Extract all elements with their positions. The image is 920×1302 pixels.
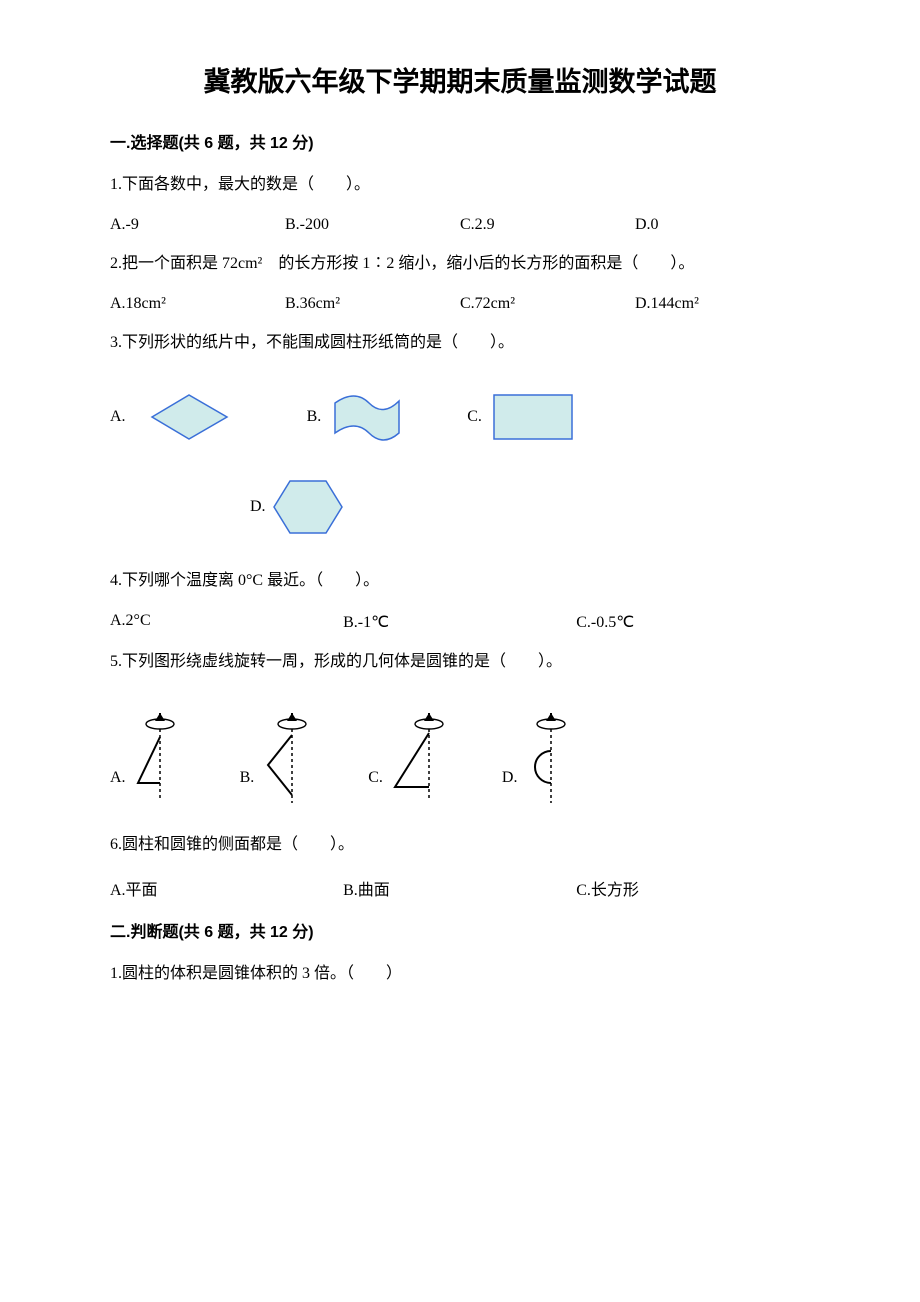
- rhombus-icon: [132, 387, 247, 447]
- q2-opt-b: B.36cm²: [285, 295, 460, 313]
- q4-opt-a: A.2°C: [110, 612, 343, 632]
- q5-opt-d: D.: [502, 711, 577, 811]
- q6-opt-c: C.长方形: [576, 876, 809, 900]
- rotate-shape-d-icon: [521, 711, 576, 811]
- exam-page: 冀教版六年级下学期期末质量监测数学试题 一.选择题(共 6 题，共 12 分) …: [0, 0, 920, 1302]
- q1-options: A.-9 B.-200 C.2.9 D.0: [110, 216, 810, 234]
- q3-options-row2: D.: [250, 471, 810, 543]
- q3-options-row1: A. B. C.: [110, 387, 810, 461]
- q4-opt-b: B.-1℃: [343, 612, 576, 632]
- q1-text: 1.下面各数中，最大的数是（ ）。: [110, 171, 810, 200]
- q1-opt-d: D.0: [635, 216, 810, 234]
- page-title: 冀教版六年级下学期期末质量监测数学试题: [110, 60, 810, 99]
- q2-opt-a: A.18cm²: [110, 295, 285, 313]
- q1-opt-c: C.2.9: [460, 216, 635, 234]
- q2-text: 2.把一个面积是 72cm² 的长方形按 1∶2 缩小，缩小后的长方形的面积是（…: [110, 250, 810, 279]
- rotate-shape-c-icon: [387, 711, 452, 811]
- q3-opt-b: B.: [307, 389, 408, 445]
- q3-opt-c-label: C.: [467, 408, 482, 426]
- q6-opt-b: B.曲面: [343, 876, 576, 900]
- q5-opt-a-label: A.: [110, 769, 126, 811]
- q5-text: 5.下列图形绕虚线旋转一周，形成的几何体是圆锥的是（ ）。: [110, 648, 810, 677]
- q6-options: A.平面 B.曲面 C.长方形: [110, 876, 810, 900]
- rotate-shape-a-icon: [130, 711, 190, 811]
- q5-options: A. B. C.: [110, 711, 810, 811]
- q4-opt-c: C.-0.5℃: [576, 612, 809, 632]
- q3-opt-c: C.: [467, 389, 578, 445]
- q1-opt-b: B.-200: [285, 216, 460, 234]
- q5-opt-c-label: C.: [368, 769, 383, 811]
- q6-opt-a: A.平面: [110, 876, 343, 900]
- q4-text: 4.下列哪个温度离 0°C 最近。（ ）。: [110, 567, 810, 596]
- rotate-shape-b-icon: [258, 711, 318, 811]
- q1-opt-a: A.-9: [110, 216, 285, 234]
- q3-opt-b-label: B.: [307, 408, 322, 426]
- q2-options: A.18cm² B.36cm² C.72cm² D.144cm²: [110, 295, 810, 313]
- rectangle-icon: [488, 389, 578, 445]
- section2-header: 二.判断题(共 6 题，共 12 分): [110, 918, 810, 942]
- q3-opt-a-label: A.: [110, 408, 126, 426]
- q3-text: 3.下列形状的纸片中，不能围成圆柱形纸筒的是（ ）。: [110, 329, 810, 358]
- q5-opt-b: B.: [240, 711, 319, 811]
- q6-text: 6.圆柱和圆锥的侧面都是（ ）。: [110, 831, 810, 860]
- q5-opt-d-label: D.: [502, 769, 518, 811]
- hexagon-icon: [266, 471, 350, 543]
- s2-q1-text: 1.圆柱的体积是圆锥体积的 3 倍。（ ）: [110, 960, 810, 989]
- wave-shape-icon: [327, 389, 407, 445]
- q5-opt-a: A.: [110, 711, 190, 811]
- q5-opt-c: C.: [368, 711, 452, 811]
- section1-header: 一.选择题(共 6 题，共 12 分): [110, 129, 810, 153]
- q3-opt-d-label: D.: [250, 498, 266, 516]
- q5-opt-b-label: B.: [240, 769, 255, 811]
- q4-options: A.2°C B.-1℃ C.-0.5℃: [110, 612, 810, 632]
- q3-opt-a: A.: [110, 387, 247, 447]
- q2-opt-c: C.72cm²: [460, 295, 635, 313]
- q2-opt-d: D.144cm²: [635, 295, 810, 313]
